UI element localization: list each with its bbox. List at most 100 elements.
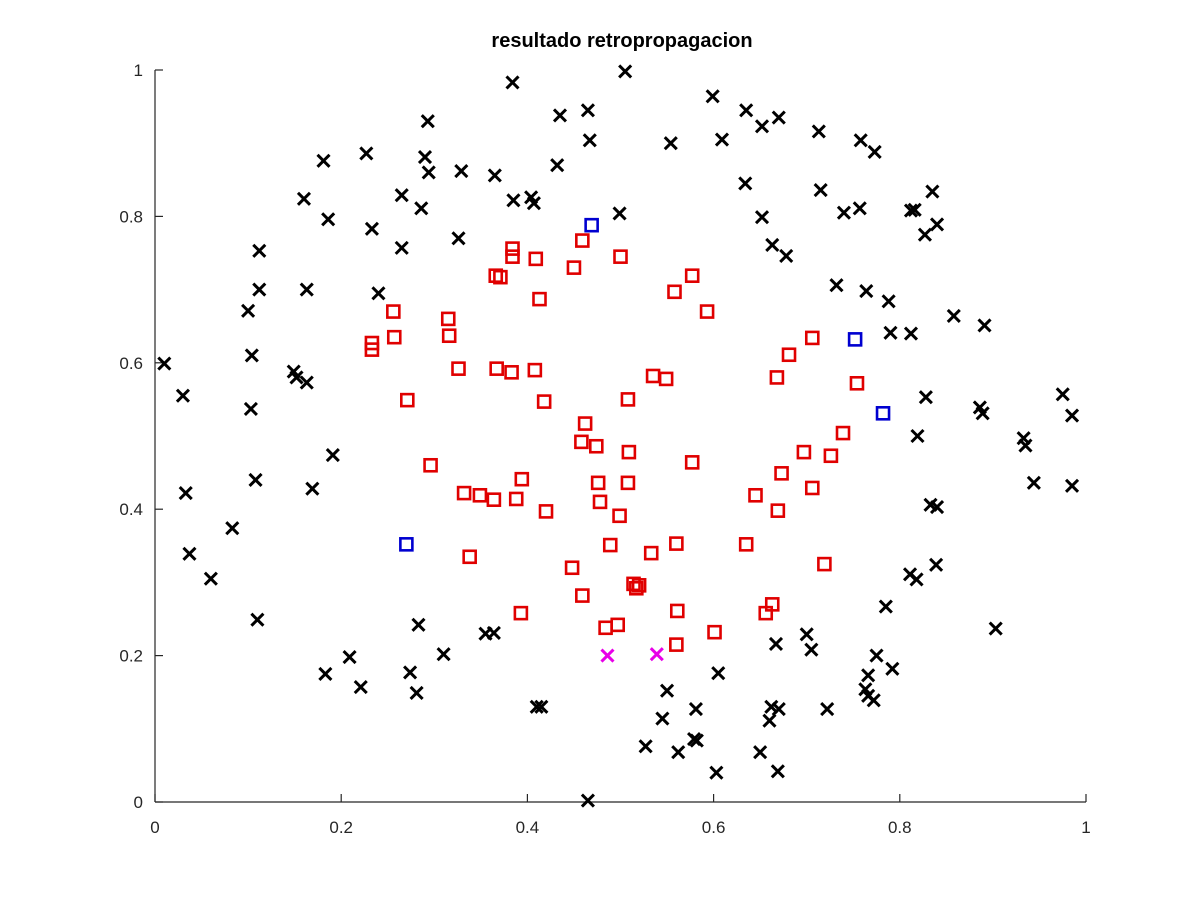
square-marker [584, 217, 599, 233]
square-marker [669, 536, 684, 551]
square-marker [620, 475, 636, 491]
square-marker [823, 448, 839, 464]
x-marker [552, 108, 568, 123]
y-tick-label: 0.2 [119, 647, 143, 666]
square-marker [645, 368, 661, 384]
chart-title: resultado retropropagacion [491, 30, 752, 52]
square-marker [577, 416, 593, 431]
y-tick-label: 0 [134, 793, 143, 812]
square-marker [598, 620, 613, 636]
x-marker [1026, 475, 1041, 490]
square-marker [536, 394, 552, 409]
square-marker [781, 347, 797, 363]
x-marker [248, 472, 263, 487]
x-marker [225, 521, 240, 536]
square-marker [613, 249, 628, 264]
x-marker [243, 401, 258, 416]
square-marker [847, 332, 863, 347]
x-marker [1055, 387, 1070, 402]
x-marker [878, 599, 893, 614]
square-marker [527, 362, 543, 378]
x-marker [252, 282, 267, 297]
x-marker [371, 286, 386, 301]
x-marker [403, 665, 418, 680]
x-marker [182, 546, 197, 561]
square-marker [804, 480, 820, 496]
x-marker [487, 168, 502, 183]
square-marker [592, 494, 608, 510]
square-marker [575, 588, 590, 603]
square-marker [508, 491, 524, 507]
square-marker [804, 330, 820, 346]
x-marker [353, 680, 368, 695]
x-marker [436, 647, 451, 662]
square-marker [612, 508, 627, 524]
square-marker [440, 311, 456, 327]
x-marker [688, 701, 703, 717]
x-marker [580, 793, 595, 808]
square-marker [574, 434, 589, 450]
square-marker [441, 328, 457, 344]
x-marker [582, 133, 597, 148]
x-tick-label: 0.8 [888, 818, 912, 837]
square-marker [774, 466, 789, 481]
x-marker [580, 103, 595, 118]
x-marker [175, 388, 190, 403]
square-marker [566, 260, 582, 275]
square-marker [620, 392, 636, 407]
x-marker [929, 217, 945, 232]
square-marker [684, 455, 700, 470]
x-marker [321, 212, 336, 227]
x-marker [689, 733, 704, 748]
square-marker [386, 329, 402, 345]
series-1 [364, 233, 865, 652]
square-marker [532, 291, 547, 307]
square-marker [748, 487, 763, 503]
x-marker [663, 136, 678, 151]
x-marker [853, 133, 868, 148]
square-marker [451, 361, 466, 376]
x-marker [881, 294, 896, 309]
x-marker [836, 205, 852, 220]
x-marker [409, 685, 424, 700]
x-marker [421, 165, 436, 180]
square-marker [504, 365, 519, 380]
square-marker [769, 370, 785, 385]
x-marker [771, 701, 786, 717]
x-marker [454, 163, 469, 179]
x-marker [649, 647, 664, 662]
x-marker [918, 390, 933, 405]
x-marker [659, 683, 675, 698]
y-tick-label: 0.4 [119, 500, 143, 519]
x-marker [771, 110, 786, 125]
x-marker [505, 75, 520, 90]
x-marker [299, 282, 314, 297]
x-marker [359, 146, 374, 161]
x-marker [252, 243, 267, 258]
x-marker [768, 636, 784, 651]
axes: 0 0.2 0.4 0.6 0.8 1 0 0.2 0.4 0.6 0.8 1 [119, 61, 1090, 837]
x-marker [526, 196, 541, 211]
x-marker [709, 765, 724, 780]
x-marker [414, 201, 429, 216]
y-tick-label: 0.6 [119, 354, 143, 373]
x-marker [655, 711, 670, 726]
square-marker [462, 549, 477, 565]
x-marker [829, 278, 844, 293]
x-marker [988, 621, 1003, 636]
x-marker [765, 237, 780, 253]
x-marker [411, 617, 426, 632]
square-marker [538, 504, 554, 519]
square-marker [456, 485, 472, 501]
y-tick-label: 0.8 [119, 207, 143, 226]
x-marker [869, 648, 884, 663]
x-marker [618, 64, 633, 79]
x-marker [638, 739, 653, 754]
square-marker [699, 304, 715, 319]
x-marker [929, 557, 944, 572]
x-marker [241, 303, 256, 318]
square-marker [505, 249, 520, 264]
x-marker [364, 221, 379, 236]
x-marker [917, 227, 932, 242]
